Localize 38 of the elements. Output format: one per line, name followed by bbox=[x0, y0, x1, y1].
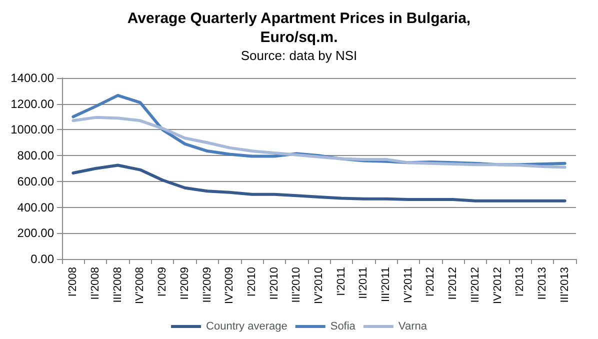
x-tick-label: II'2012 bbox=[447, 267, 460, 300]
x-tick-label: II'2011 bbox=[358, 267, 370, 299]
y-tick-label: 200.00 bbox=[17, 226, 54, 240]
x-tick-label: II'2010 bbox=[268, 267, 280, 300]
line-series bbox=[72, 164, 566, 202]
chart-title: Average Quarterly Apartment Prices in Bulgaria, Euro/sq.m. bbox=[127, 10, 471, 46]
x-tick-label: II'2008 bbox=[90, 267, 102, 300]
x-tick-label: IV'2008 bbox=[134, 267, 146, 304]
legend-label: Varna bbox=[398, 320, 428, 332]
y-tick-label: 1400.00 bbox=[10, 71, 54, 85]
x-tick-label: II'2009 bbox=[178, 267, 191, 300]
x-tick-label: IV'2010 bbox=[313, 267, 325, 304]
chart-subtitle: Source: data by NSI bbox=[240, 48, 358, 63]
y-tick-label: 400.00 bbox=[17, 200, 54, 214]
x-tick-label: III'2008 bbox=[112, 267, 124, 303]
x-tick-label: IV'2009 bbox=[224, 267, 236, 304]
x-tick-label: I'2013 bbox=[514, 267, 526, 297]
x-tick-label: I'2012 bbox=[424, 267, 437, 297]
y-tick-label: 0.00 bbox=[30, 252, 54, 266]
y-tick-label: 600.00 bbox=[17, 174, 54, 188]
y-tick-label: 800.00 bbox=[17, 148, 54, 163]
y-tick-label: 1200.00 bbox=[10, 96, 54, 111]
x-tick-label: I'2011 bbox=[335, 267, 348, 296]
x-tick-label: III'2013 bbox=[558, 267, 571, 303]
x-tick-label: IV'2012 bbox=[492, 267, 504, 304]
x-tick-label: I'2010 bbox=[246, 267, 258, 297]
x-tick-label: III'2009 bbox=[201, 267, 214, 303]
x-tick-label: I'2008 bbox=[67, 267, 80, 297]
line-series bbox=[72, 116, 566, 169]
legend-label: Sofia bbox=[330, 320, 356, 332]
x-tick-label: III'2010 bbox=[290, 267, 303, 303]
x-tick-label: I'2009 bbox=[156, 267, 169, 297]
y-tick-label: 1000.00 bbox=[10, 122, 54, 137]
x-tick-label: II'2013 bbox=[536, 267, 548, 300]
x-tick-label: III'2011 bbox=[380, 267, 392, 302]
legend-label: Country average bbox=[206, 320, 288, 332]
x-tick-label: IV'2011 bbox=[402, 267, 414, 304]
x-tick-label: III'2012 bbox=[469, 267, 482, 303]
